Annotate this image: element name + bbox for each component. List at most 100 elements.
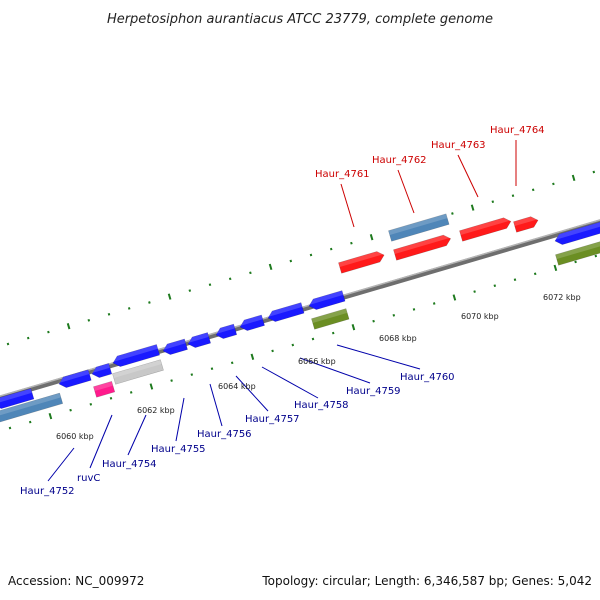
minor-tick	[271, 349, 274, 353]
gene-label-haur-4760[interactable]: Haur_4760	[400, 372, 455, 383]
minor-tick	[533, 272, 537, 276]
gene-haur-4753a-shine	[58, 369, 90, 384]
leader-haur-4755	[175, 397, 185, 442]
minor-tick	[210, 367, 214, 371]
gene-haur-4753a-body	[58, 369, 92, 388]
minor-tick	[491, 200, 495, 204]
gene-haur-4757[interactable]	[214, 323, 238, 340]
gene-haur-4752-rna-body	[0, 392, 64, 424]
gene-haur-4760-shine	[308, 290, 344, 306]
minor-tick	[190, 373, 194, 376]
gene-haur-4758[interactable]	[238, 314, 265, 332]
major-tick	[66, 323, 71, 330]
major-tick	[571, 174, 576, 182]
minor-tick	[6, 342, 10, 346]
major-tick	[250, 353, 255, 360]
gene-label-haur-4754[interactable]: Haur_4754	[102, 459, 157, 470]
gene-label-haur-4763[interactable]: Haur_4763	[431, 140, 486, 151]
gene-haur-4753b-body	[91, 363, 113, 378]
gene-haur-4758-shine	[239, 314, 263, 327]
scale-label-6072: 6072 kbp	[543, 293, 581, 302]
gene-haur-4761[interactable]	[338, 250, 385, 274]
major-tick	[149, 383, 154, 390]
leader-haur-4763	[457, 154, 479, 198]
gene-haur-4763-shine	[459, 217, 511, 236]
label-leader-lines	[47, 140, 517, 482]
minor-tick	[89, 402, 93, 406]
minor-tick	[350, 241, 353, 245]
gene-haur-4752-rna[interactable]	[0, 392, 64, 424]
gene-haur-4760[interactable]	[307, 290, 346, 312]
gene-haur-4760-b-body	[311, 308, 350, 330]
gene-haur-4761-shine	[338, 251, 384, 268]
minor-tick	[170, 379, 173, 382]
minor-tick	[331, 331, 335, 335]
major-tick	[470, 204, 475, 211]
gene-haur-4753a[interactable]	[57, 369, 92, 390]
gene-haur-4766[interactable]	[555, 240, 600, 266]
minor-tick	[594, 254, 598, 258]
gene-haur-4754[interactable]	[112, 359, 164, 385]
topology-text: Topology: circular; Length: 6,346,587 bp…	[261, 574, 592, 588]
gene-label-haur-4761[interactable]: Haur_4761	[315, 169, 370, 180]
gene-haur-4759[interactable]	[266, 302, 305, 324]
gene-label-haur-4762[interactable]: Haur_4762	[372, 155, 427, 166]
gene-haur-4756a[interactable]	[161, 338, 188, 356]
gene-haur-4757-shine	[215, 324, 235, 335]
gene-ruvc[interactable]	[93, 381, 116, 398]
gene-haur-4763[interactable]	[459, 216, 512, 242]
gene-label-haur-4757[interactable]: Haur_4757	[245, 414, 300, 425]
major-tick	[351, 324, 356, 331]
gene-label-haur-4758[interactable]: Haur_4758	[294, 400, 349, 411]
minor-tick	[311, 337, 315, 341]
gene-haur-4753b[interactable]	[90, 363, 113, 379]
minor-tick	[513, 278, 517, 282]
leader-haur-4754	[127, 414, 147, 456]
gene-haur-4765[interactable]	[553, 221, 600, 247]
leader-haur-4761	[340, 183, 355, 228]
leader-haur-4758	[261, 366, 319, 399]
gene-haur-4752-shine	[0, 388, 33, 405]
gene-haur-4762-rna[interactable]	[388, 213, 450, 242]
minor-tick	[129, 391, 133, 394]
gene-label-haur-4759[interactable]: Haur_4759	[346, 386, 401, 397]
gene-label-haur-4756[interactable]: Haur_4756	[197, 429, 252, 440]
minor-tick	[188, 289, 192, 292]
gene-haur-4756b[interactable]	[186, 332, 211, 350]
gene-haur-4759-shine	[267, 302, 303, 318]
gene-label-haur-4764[interactable]: Haur_4764	[490, 125, 545, 136]
minor-tick	[531, 188, 535, 192]
minor-tick	[208, 283, 212, 287]
map-title: Herpetosiphon aurantiacus ATCC 23779, co…	[107, 12, 493, 27]
minor-tick	[230, 361, 234, 365]
gene-haur-4760-b[interactable]	[311, 308, 350, 330]
lower-tick-track	[8, 254, 598, 430]
major-tick	[452, 294, 457, 301]
gene-haur-4764[interactable]	[513, 215, 539, 233]
minor-tick	[412, 308, 416, 311]
gene-label-haur-4752[interactable]: Haur_4752	[20, 486, 75, 497]
major-tick	[48, 412, 53, 420]
minor-tick	[127, 307, 131, 310]
gene-haur-4752[interactable]	[0, 388, 35, 410]
gene-haur-4762[interactable]	[393, 233, 452, 261]
gene-haur-4755[interactable]	[111, 344, 160, 368]
major-tick	[268, 263, 273, 271]
minor-tick	[511, 194, 515, 198]
minor-tick	[291, 343, 295, 347]
gene-label-ruvc[interactable]: ruvC	[77, 473, 100, 484]
gene-haur-4762-rna-body	[388, 213, 450, 242]
scale-label-6066: 6066 kbp	[298, 357, 336, 366]
minor-tick	[148, 301, 151, 304]
minor-tick	[87, 318, 91, 322]
gene-haur-4755-body	[112, 344, 160, 367]
scale-label-6064: 6064 kbp	[218, 382, 256, 391]
gene-haur-4756a-body	[162, 338, 188, 355]
gene-haur-4752-rna-shine	[0, 393, 61, 418]
gene-haur-4765-body	[554, 221, 600, 245]
minor-tick	[8, 426, 12, 430]
minor-tick	[451, 212, 454, 215]
scale-label-6060: 6060 kbp	[56, 432, 94, 441]
gene-haur-4758-body	[239, 314, 265, 331]
gene-label-haur-4755[interactable]: Haur_4755	[151, 444, 206, 455]
